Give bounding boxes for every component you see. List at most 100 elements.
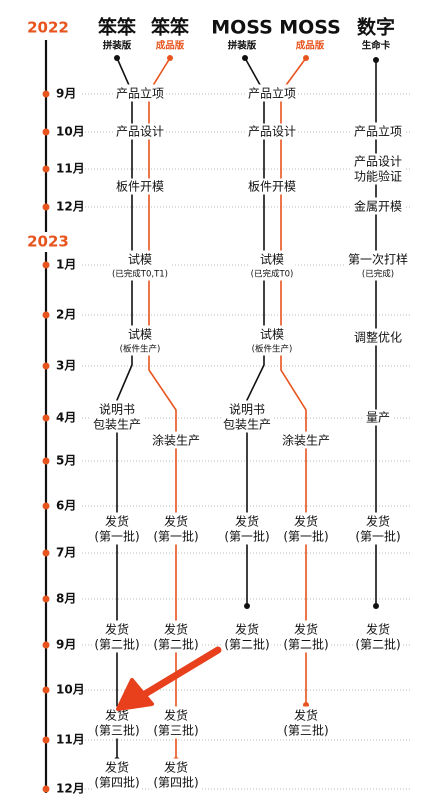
node-bg (92, 758, 142, 791)
year-label: 2022 (27, 19, 69, 37)
highlight-arrow (116, 646, 222, 711)
node: 试模 (已完成T0,T1) (109, 250, 171, 281)
node-text: (第四批) (153, 775, 198, 790)
node: 发货(第二批) (222, 620, 272, 653)
node-note: (已完成T0,T1) (112, 269, 168, 280)
node-text: 板件开模 (248, 180, 296, 194)
node-text: (第三批) (94, 723, 139, 738)
node-text: 发货 (164, 708, 188, 723)
month-label: 6月 (56, 499, 76, 513)
node: 发货(第一批) (222, 512, 272, 545)
node-text: 发货 (366, 622, 390, 637)
column-name: 数字 (357, 16, 395, 39)
node-text: 量产 (366, 411, 390, 425)
node-bg (151, 758, 201, 791)
node: 发货(第二批) (92, 620, 142, 653)
node-text: 产品立项 (248, 86, 296, 101)
node: 产品立项 (113, 84, 167, 102)
node-text: 发货 (105, 514, 129, 529)
node-text: 发货 (294, 514, 318, 529)
node-bg (245, 178, 299, 195)
node-text: (第一批) (153, 529, 198, 544)
node: 产品设计 (245, 123, 299, 140)
month-dot (42, 457, 50, 465)
node-bg (363, 409, 393, 426)
node-bg (351, 197, 405, 215)
month-dot (42, 311, 50, 319)
month-label: 12月 (56, 782, 85, 796)
month-dot (42, 595, 50, 603)
node-bg (248, 250, 296, 281)
node: 发货(第一批) (353, 512, 403, 545)
node-bg (353, 620, 403, 653)
node-text: 板件开模 (116, 180, 164, 194)
node-bg (92, 620, 142, 653)
node: 第一次打样 (已完成) (345, 250, 411, 281)
column-edition: 成品版 (156, 40, 185, 52)
node-bg (351, 153, 405, 185)
node-text: (第三批) (283, 723, 328, 738)
node-text: 发货 (164, 514, 188, 529)
node: 涂装生产 (279, 431, 333, 449)
month-dot (42, 549, 50, 557)
year-bg (28, 18, 68, 38)
node-text: 功能验证 (354, 169, 402, 184)
node-bg (113, 84, 167, 102)
node-text: 发货 (235, 514, 259, 529)
node-note: (已完成T0) (251, 269, 294, 280)
flow-line (280, 57, 307, 705)
node-bg (222, 512, 272, 545)
node: 发货(第二批) (353, 620, 403, 653)
flow-line (244, 57, 265, 606)
node-text: 试模 (128, 327, 152, 342)
node-text: 产品立项 (354, 124, 402, 139)
node-text: (第二批) (94, 637, 139, 652)
node-text: 产品设计 (116, 125, 164, 139)
node-text: (第一批) (94, 529, 139, 544)
node-bg (92, 706, 142, 739)
node: 金属开模 (351, 197, 405, 215)
node: 产品立项 (351, 122, 405, 140)
flow-line (148, 57, 177, 760)
node-bg (351, 122, 405, 140)
node-text: 说明书 (99, 402, 135, 417)
month-label: 9月 (56, 87, 76, 101)
node: 量产 (363, 409, 393, 426)
node-bg (151, 512, 201, 545)
month-label: 11月 (56, 162, 85, 176)
node-text: 试模 (260, 252, 284, 267)
node: 板件开模 (245, 178, 299, 195)
node-text: (第三批) (153, 723, 198, 738)
node-text: 试模 (128, 252, 152, 267)
month-dot (42, 502, 50, 510)
node-bg (92, 512, 142, 545)
node-text: 调整优化 (354, 330, 402, 345)
month-dot (42, 128, 50, 136)
month-dot (42, 414, 50, 422)
month-dot (42, 165, 50, 173)
node-text: (第一批) (355, 529, 400, 544)
node-bg (113, 178, 167, 195)
month-dot (42, 261, 50, 269)
month-dot (42, 90, 50, 98)
node-text: 发货 (164, 622, 188, 637)
node-text: 发货 (105, 708, 129, 723)
year-label: 2023 (27, 233, 69, 251)
node: 发货(第三批) (151, 706, 201, 739)
node: 试模 (已完成T0) (248, 250, 296, 281)
node-text: 发货 (294, 622, 318, 637)
node-text: (第二批) (283, 637, 328, 652)
node-note: (板件生产) (252, 344, 293, 355)
node-bg (220, 400, 274, 433)
month-label: 10月 (56, 125, 85, 139)
node-text: (第二批) (224, 637, 269, 652)
node-bg (109, 250, 171, 281)
month-label: 8月 (56, 592, 76, 606)
node: 发货(第二批) (151, 620, 201, 653)
node-text: 包装生产 (93, 418, 141, 432)
node: 发货(第一批) (281, 512, 331, 545)
node-text: 产品设计 (354, 155, 402, 169)
node: 产品立项 (245, 84, 299, 102)
node-bg (281, 620, 331, 653)
